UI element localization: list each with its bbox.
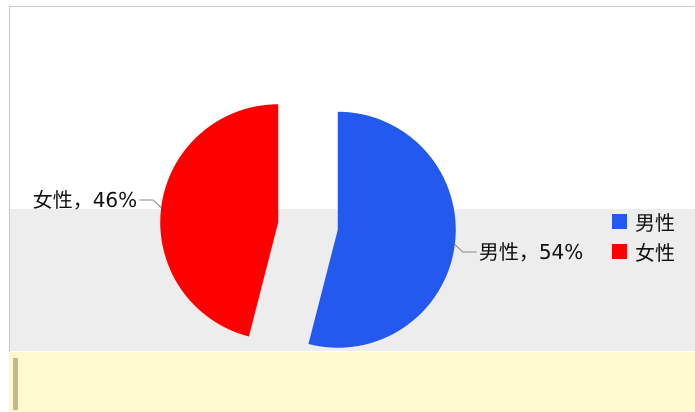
legend-swatch-female xyxy=(612,243,627,259)
note-strip-marker xyxy=(13,358,18,410)
legend-label-male: 男性 xyxy=(635,210,675,235)
leader-line-female xyxy=(139,199,162,208)
legend: 男性 女性 xyxy=(612,206,675,266)
data-label-female: 女性，46% xyxy=(33,188,137,212)
leader-line-male xyxy=(454,244,477,253)
pie-slice-female xyxy=(160,104,279,337)
pie-slice-male xyxy=(308,111,456,348)
legend-swatch-male xyxy=(612,213,627,229)
legend-label-female: 女性 xyxy=(635,240,675,265)
legend-item-male: 男性 xyxy=(612,206,675,236)
legend-item-female: 女性 xyxy=(612,236,675,266)
frame-left-border xyxy=(9,6,10,352)
frame-top-border xyxy=(9,6,695,7)
data-label-male: 男性，54% xyxy=(479,240,583,264)
note-strip xyxy=(9,352,695,412)
